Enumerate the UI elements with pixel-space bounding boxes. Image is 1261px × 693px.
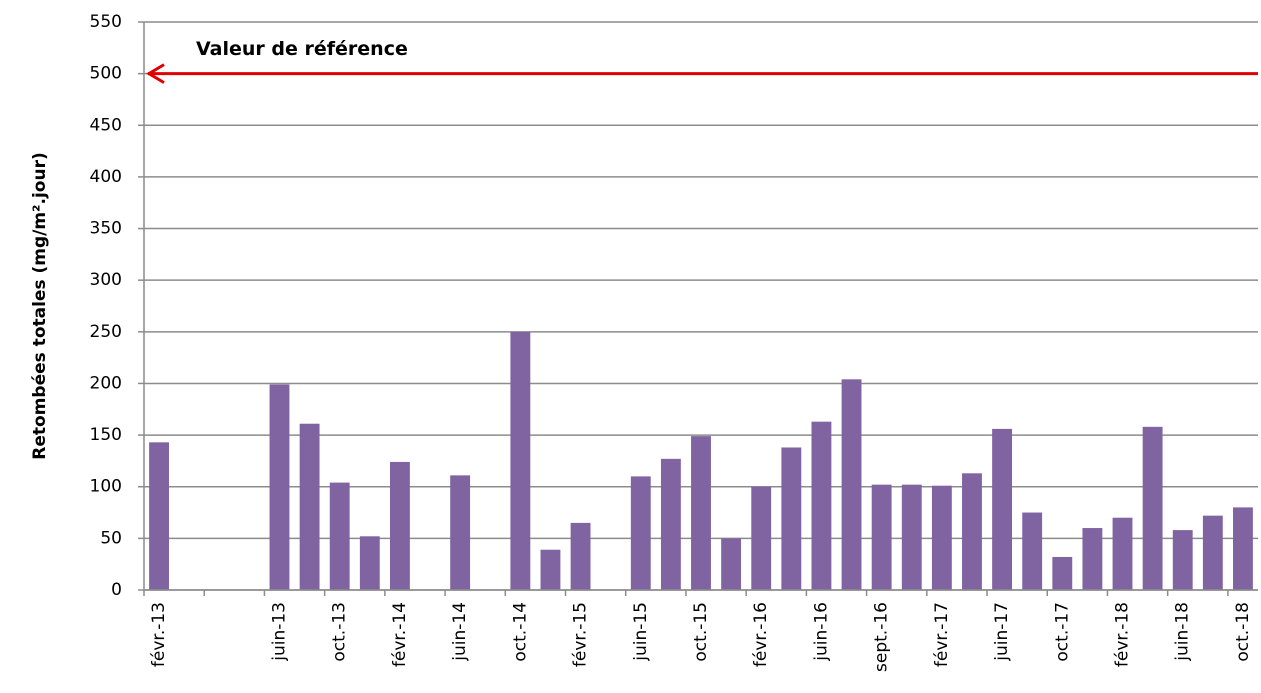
bar [1202, 515, 1223, 590]
y-tick-label: 300 [90, 270, 122, 290]
bar [1022, 512, 1043, 590]
bar [992, 428, 1013, 590]
bar [570, 522, 591, 590]
x-tick-label: oct.-15 [691, 602, 711, 662]
bar [1172, 530, 1193, 590]
y-tick-label: 500 [90, 64, 122, 84]
x-tick-label: oct.-13 [330, 602, 350, 662]
bar [450, 475, 471, 590]
reference-arrow [146, 63, 165, 84]
bar [329, 482, 350, 590]
x-tick-label: oct.-14 [510, 602, 530, 662]
reference-label: Valeur de référence [196, 38, 408, 60]
bar [510, 331, 531, 590]
bar [269, 384, 290, 590]
bar [630, 476, 651, 590]
y-tick-label: 0 [111, 580, 122, 600]
y-axis-title: Retombées totales (mg/m².jour) [30, 152, 50, 459]
bar [781, 447, 802, 590]
y-tick-label: 150 [90, 425, 122, 445]
bar [299, 423, 320, 590]
bar [721, 538, 742, 590]
x-tick-label: févr.-13 [149, 602, 169, 667]
y-tick-label: 350 [90, 219, 122, 239]
x-tick-label: juin-18 [1173, 602, 1193, 662]
x-tick-label: sept.-16 [872, 602, 892, 672]
x-tick-label: févr.-15 [571, 602, 591, 667]
bar [389, 461, 410, 590]
x-tick-label: oct.-18 [1233, 602, 1253, 662]
bar [871, 484, 892, 590]
x-tick-label: juin-17 [992, 602, 1012, 662]
x-tick-label: févr.-14 [390, 602, 410, 667]
bar [1082, 528, 1103, 590]
x-tick-label: févr.-17 [932, 602, 952, 667]
bar [751, 486, 772, 590]
bar [931, 485, 952, 590]
bar [841, 379, 862, 590]
bar [660, 458, 681, 590]
bar [1112, 517, 1133, 590]
x-tick-label: juin-15 [631, 602, 651, 662]
y-tick-label: 400 [90, 167, 122, 187]
bar [1052, 556, 1073, 590]
bar [811, 421, 832, 590]
bar [691, 436, 711, 590]
y-tick-label: 450 [90, 115, 122, 135]
x-tick-label: févr.-16 [751, 602, 771, 667]
x-tick-label: juin-13 [269, 602, 289, 662]
y-tick-label: 250 [90, 322, 122, 342]
x-tick-label: oct.-17 [1052, 602, 1072, 662]
x-tick-label: juin-14 [450, 602, 470, 662]
y-tick-label: 200 [90, 373, 122, 393]
bar [962, 473, 982, 590]
x-tick-label: juin-16 [811, 602, 831, 662]
bar [540, 549, 561, 590]
y-tick-label: 100 [90, 477, 122, 497]
bar [149, 442, 169, 590]
y-tick-label: 50 [100, 528, 122, 548]
bar [1142, 426, 1163, 590]
y-tick-label: 550 [90, 12, 122, 32]
bar [1233, 507, 1253, 590]
bar [359, 536, 380, 590]
bar [901, 484, 922, 590]
x-tick-label: févr.-18 [1113, 602, 1133, 667]
